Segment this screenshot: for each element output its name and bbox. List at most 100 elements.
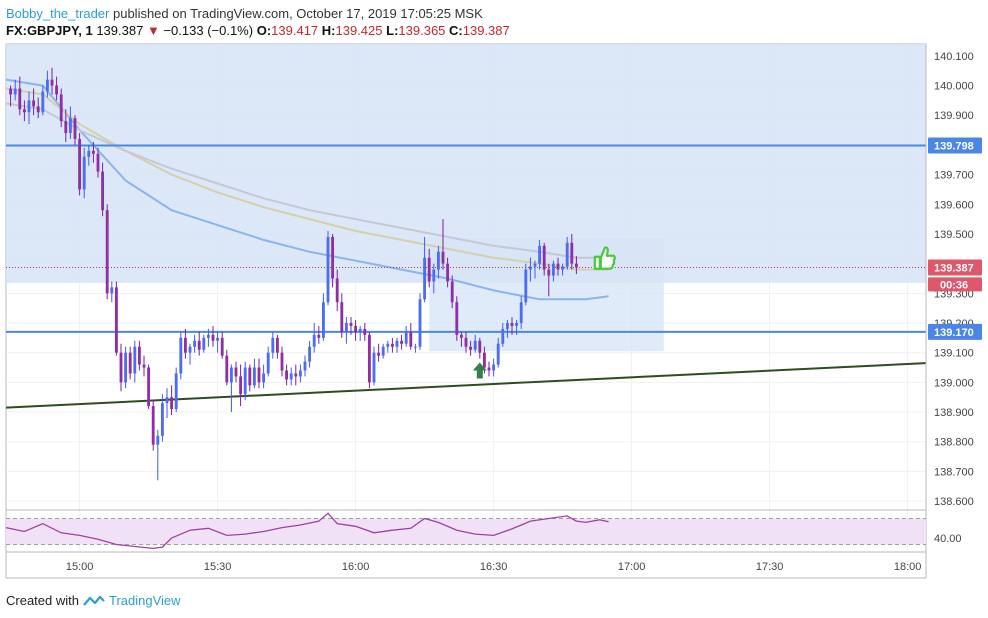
- candle: [331, 233, 335, 288]
- candle-body: [510, 323, 514, 326]
- candle: [450, 275, 454, 309]
- candle: [59, 88, 63, 128]
- candle: [257, 358, 261, 389]
- candle: [326, 230, 330, 306]
- thumbs-up-icon: [593, 246, 616, 270]
- candle: [400, 334, 404, 350]
- candle: [478, 337, 482, 359]
- candle: [105, 204, 109, 300]
- candle: [124, 346, 128, 389]
- candle-body: [45, 79, 49, 92]
- candle: [340, 293, 344, 338]
- candle-body: [68, 118, 72, 134]
- candle: [285, 364, 289, 386]
- y-tick-label: 139.700: [934, 170, 974, 182]
- candle: [68, 106, 72, 139]
- candle-body: [528, 266, 532, 270]
- publish-info: published on TradingView.com, October 17…: [112, 6, 483, 21]
- candle: [561, 263, 565, 276]
- candle: [275, 334, 279, 359]
- author-link[interactable]: Bobby_the_trader: [6, 6, 110, 21]
- x-tick-label: 15:00: [66, 561, 94, 573]
- candle-body: [188, 346, 192, 353]
- candle-body: [59, 94, 63, 122]
- y-tick-label: 138.700: [934, 466, 974, 478]
- candle: [239, 364, 243, 407]
- candle: [409, 323, 413, 350]
- open-label: O:: [256, 23, 272, 38]
- candle: [496, 337, 500, 368]
- candle: [266, 346, 270, 377]
- candle-body: [404, 331, 408, 344]
- tradingview-link[interactable]: TradingView: [108, 593, 181, 608]
- candle: [9, 85, 13, 107]
- candle-body: [275, 337, 279, 353]
- candle: [13, 79, 17, 101]
- x-tick-label: 15:30: [204, 561, 232, 573]
- candle: [202, 334, 206, 353]
- candle: [459, 331, 463, 347]
- y-tick-label: 140.000: [934, 81, 974, 93]
- candle-body: [455, 302, 459, 335]
- candle: [556, 257, 560, 276]
- candle-body: [570, 242, 574, 264]
- candle: [271, 331, 275, 359]
- candle-body: [459, 334, 463, 338]
- close-label: C:: [449, 23, 463, 38]
- candle: [574, 256, 578, 275]
- candle-body: [340, 302, 344, 332]
- candle-body: [156, 435, 160, 445]
- candle: [524, 263, 528, 306]
- candle: [78, 133, 82, 196]
- candle-body: [464, 337, 468, 347]
- candle-body: [64, 121, 68, 134]
- candle: [133, 340, 137, 383]
- candle: [294, 364, 298, 386]
- candle-body: [151, 406, 155, 445]
- candle-body: [312, 334, 316, 347]
- candle-body: [418, 299, 422, 347]
- candle: [128, 346, 132, 380]
- candle-body: [377, 352, 381, 356]
- candle: [349, 317, 353, 335]
- candle: [547, 263, 551, 297]
- price-label-tag: [928, 277, 982, 292]
- candle: [41, 85, 45, 116]
- candle-body: [193, 340, 197, 347]
- candle-body: [147, 367, 151, 407]
- candle-body: [289, 373, 293, 380]
- candle-body: [524, 269, 528, 303]
- candle-body: [142, 364, 146, 368]
- candle: [321, 293, 325, 341]
- candle-body: [280, 352, 284, 371]
- candle: [386, 340, 390, 353]
- x-tick-label: 16:00: [342, 561, 370, 573]
- candle-body: [211, 334, 215, 341]
- x-tick-label: 17:00: [618, 561, 646, 573]
- candle-body: [533, 263, 537, 267]
- candle: [395, 337, 399, 353]
- candle-body: [105, 210, 109, 294]
- tradingview-logo-icon: [83, 595, 105, 606]
- candle: [234, 361, 238, 383]
- candle-body: [505, 323, 509, 329]
- candle: [36, 97, 40, 119]
- candle: [179, 331, 183, 380]
- candle-body: [432, 269, 436, 282]
- candle: [50, 67, 54, 95]
- candle: [441, 219, 445, 270]
- candle-body: [565, 242, 569, 267]
- candle-body: [321, 302, 325, 338]
- candle: [170, 385, 174, 416]
- candle-body: [574, 263, 578, 268]
- candle-body: [220, 337, 224, 356]
- candle-body: [128, 352, 132, 374]
- candle: [289, 367, 293, 386]
- candle: [372, 346, 376, 386]
- candle: [101, 162, 105, 217]
- candle-body: [55, 85, 59, 95]
- publish-header: Bobby_the_trader published on TradingVie…: [6, 5, 483, 22]
- candle-body: [271, 337, 275, 353]
- candle: [464, 331, 468, 353]
